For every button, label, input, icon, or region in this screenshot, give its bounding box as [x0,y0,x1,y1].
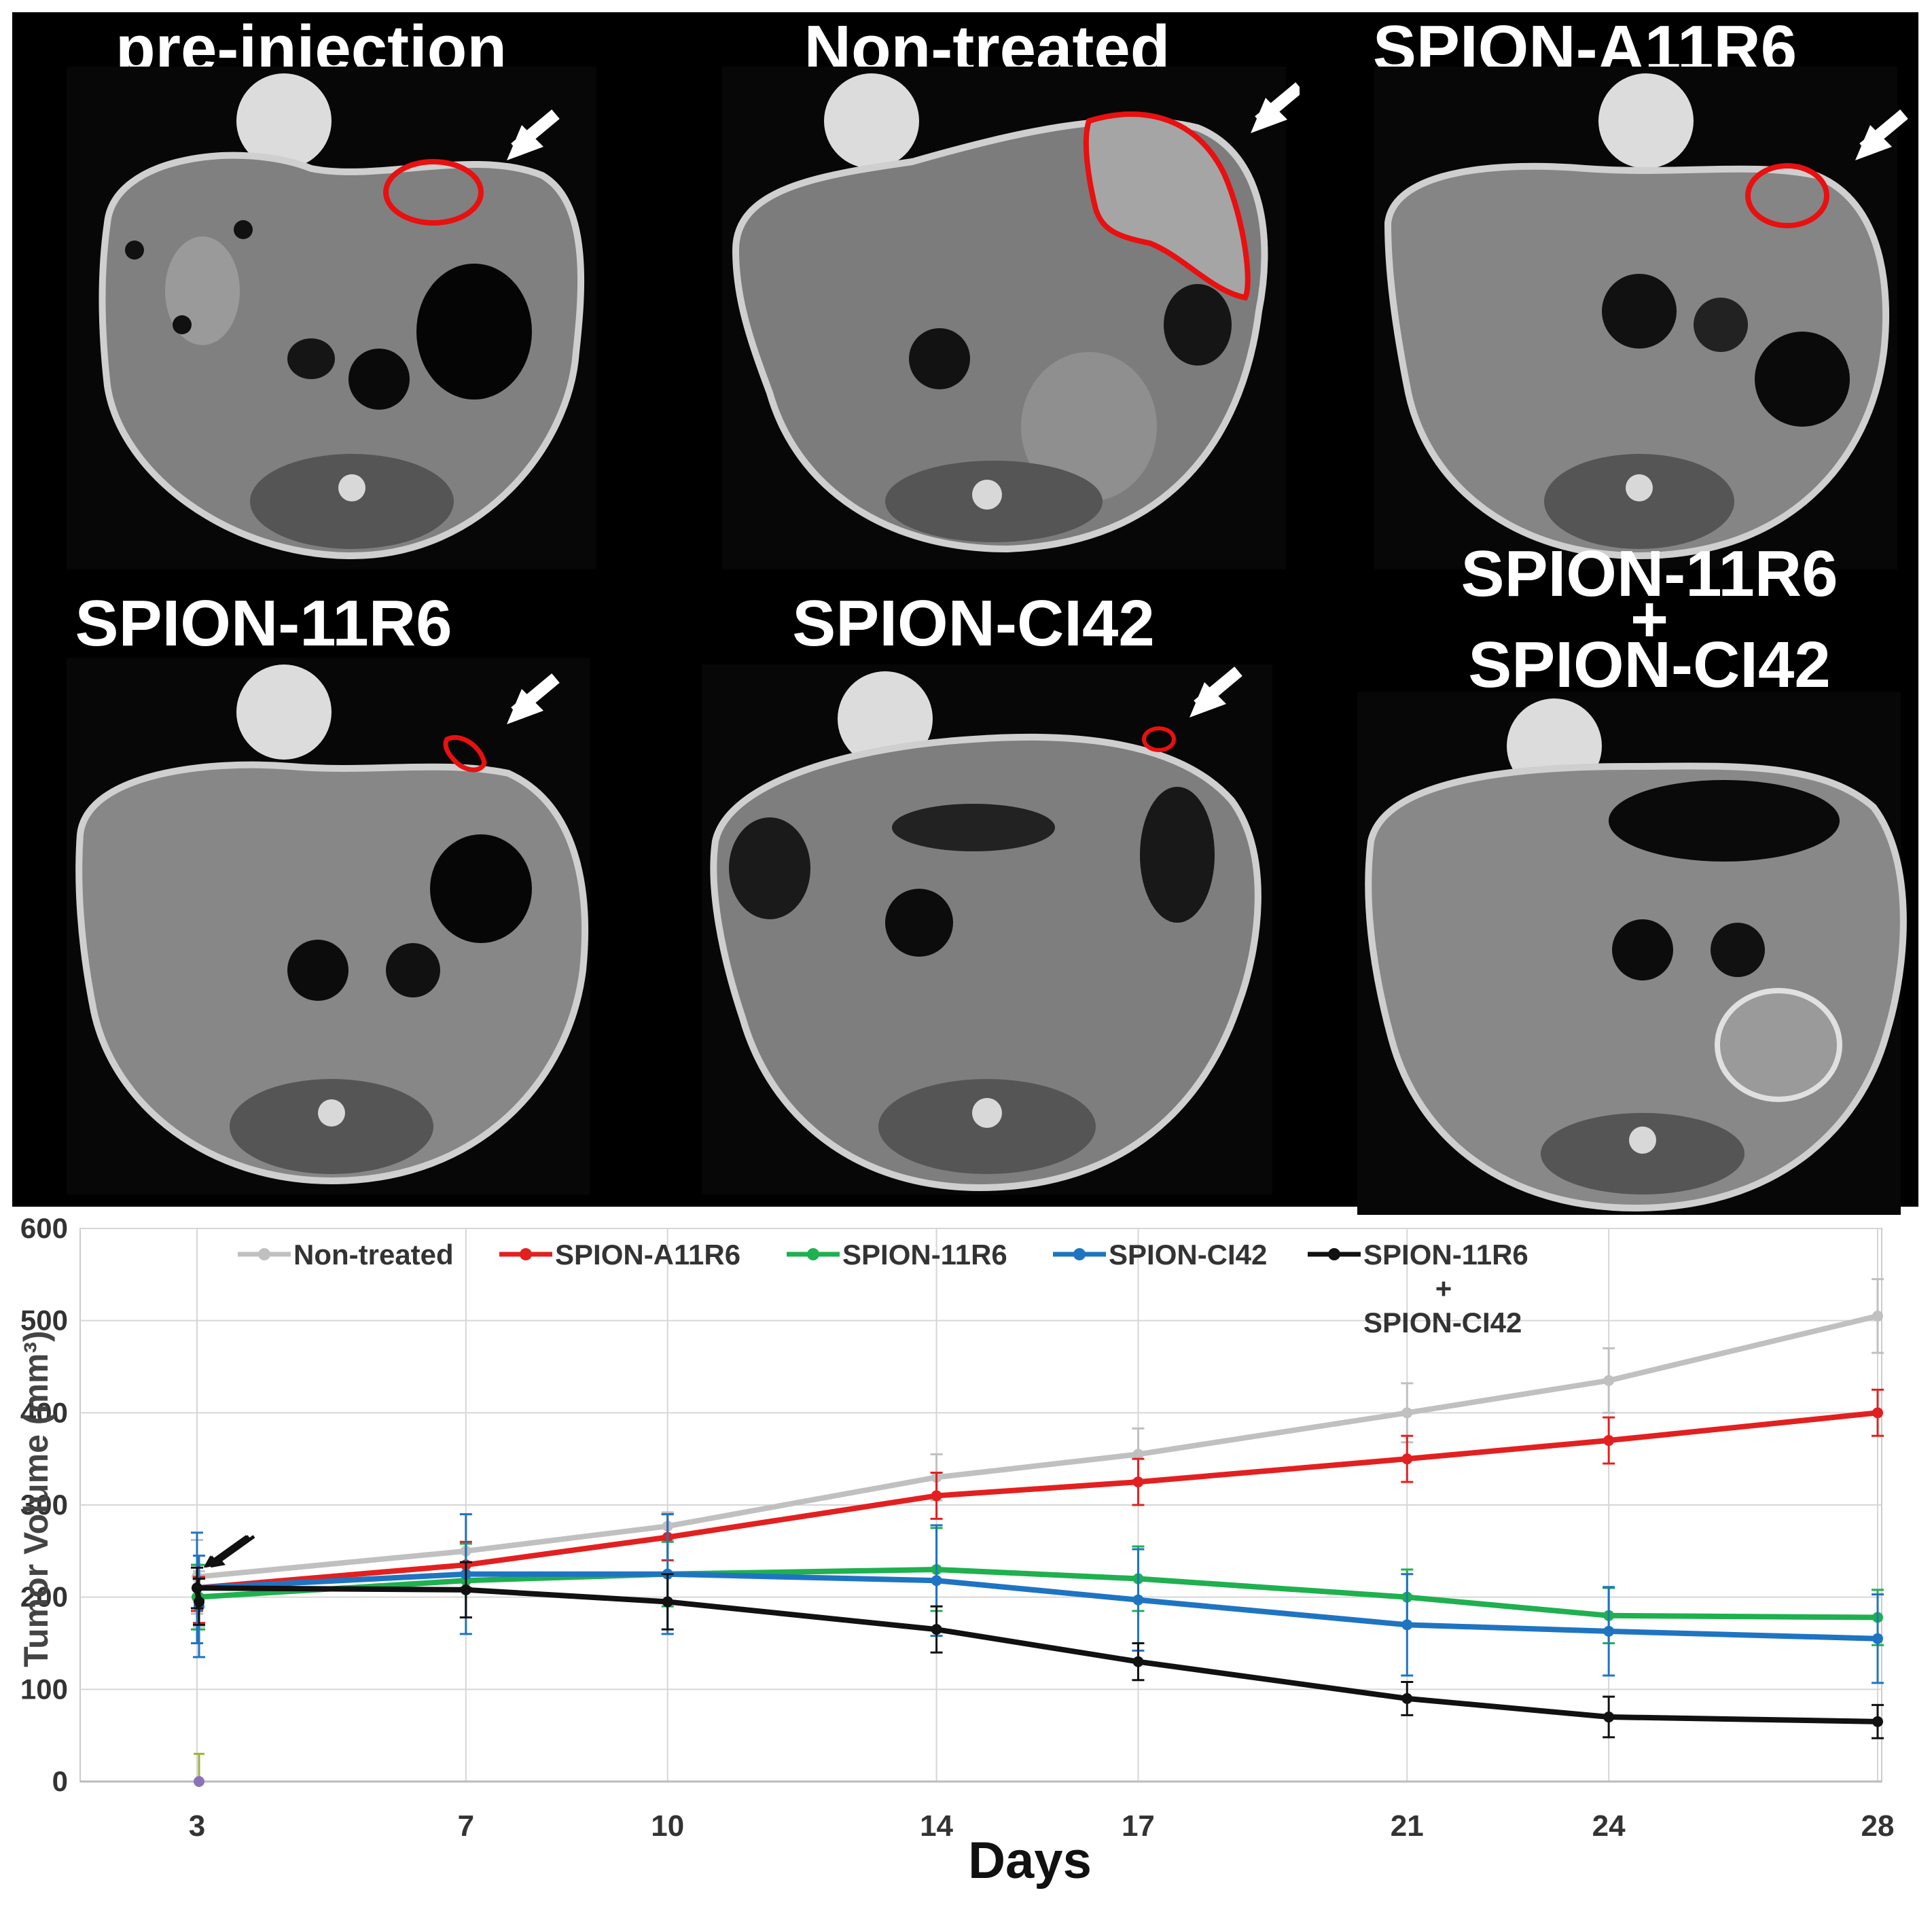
x-tick-label: 14 [920,1809,953,1843]
mri-panel-pre-injection: pre-injection [53,12,610,576]
y-tick-label: 600 [20,1212,68,1244]
y-tick-label: 200 [20,1581,68,1613]
data-point [194,1596,204,1608]
legend-label-0: Non-treated [293,1239,454,1271]
mri-label-spion-11r6: SPION-11R6 [75,587,452,660]
tumor-outline [443,734,487,773]
data-point [460,1584,471,1595]
data-point [1132,1656,1144,1667]
mri-scan-non-treated [722,67,1300,569]
tumor-volume-chart: 0 100 200 300 400 500 600 3 7 10 14 17 21 24 28 Non-tr… [0,1207,1932,1911]
data-point [194,1776,204,1787]
mri-label-combination: SPION-11R6 + SPION-CI42 [1344,537,1932,701]
mri-panel-spion-11r6: SPION-11R6 [60,576,617,1201]
legend-label-1: SPION-A11R6 [555,1239,740,1271]
tumor-outline [383,159,484,226]
x-tick-label: 24 [1592,1809,1626,1843]
series-layer [191,1278,1884,1787]
legend-marker-1 [520,1248,532,1260]
data-point [931,1624,942,1635]
x-tick-label: 10 [651,1809,684,1843]
x-tick-label: 28 [1861,1809,1895,1843]
x-tick-label: 3 [189,1809,205,1843]
mri-panel-non-treated: Non-treated [709,12,1300,576]
mri-panel-spion-a11r6: SPION-A11R6 [1367,12,1911,576]
reference-marker [1598,73,1694,169]
chart-legend: Non-treated SPION-A11R6 SPION-11R6 SPION-CI… [238,1239,1528,1339]
reference-marker [824,73,919,169]
legend-label-4-line-0: SPION-11R6 [1363,1239,1528,1271]
legend-label-2: SPION-11R6 [842,1239,1007,1271]
x-axis-label: Days [968,1832,1092,1890]
data-point [1603,1375,1615,1386]
y-tick-label: 400 [20,1396,68,1428]
injection-arrow-head [205,1555,220,1568]
legend-label-3: SPION-CI42 [1109,1239,1267,1271]
axis-layer: 0 100 200 300 400 500 600 3 7 10 14 17 21 24 28 [20,1212,1895,1843]
legend-marker-0 [258,1248,270,1260]
data-point [931,1575,942,1587]
data-point [1872,1310,1883,1322]
data-point [1401,1693,1413,1704]
legend-label-4-line-1: + [1435,1273,1452,1305]
legend-marker-2 [807,1248,819,1260]
y-tick-label: 300 [20,1489,68,1521]
mri-panel-combination: SPION-11R6 + SPION-CI42 [1344,542,1914,1215]
legend-marker-3 [1073,1248,1086,1260]
data-point [662,1596,673,1608]
data-point [1603,1625,1615,1637]
mri-scan-spion-11r6 [67,658,590,1194]
injection-arrows [203,1535,255,1568]
legend-label-4-line-2: SPION-CI42 [1363,1307,1522,1339]
injection-arrow-icon [215,1535,255,1565]
reference-marker [236,73,332,169]
injection-arrow-icon [209,1535,250,1565]
data-point [1132,1594,1144,1606]
y-tick-label: 100 [20,1673,68,1705]
mri-scan-spion-ci42 [702,664,1272,1194]
data-point [1132,1476,1144,1488]
mri-label-combination-line-3: SPION-CI42 [1468,628,1831,701]
x-tick-label: 21 [1391,1809,1424,1843]
data-point [1132,1449,1144,1460]
reference-marker [236,664,332,760]
data-point [1401,1619,1413,1631]
x-tick-label: 7 [458,1809,474,1843]
tumor-outline [1083,111,1251,301]
tumor-outline [1142,726,1176,752]
y-axis-label: Tumor Volume (mm³) [17,1330,55,1667]
data-point [931,1490,942,1502]
data-point [192,1582,202,1594]
legend-marker-4 [1328,1248,1340,1260]
y-tick-label: 500 [20,1305,68,1336]
data-point [1603,1712,1615,1723]
series-line-0 [194,1313,1878,1599]
tumor-outline [1745,163,1829,228]
series-line-4 [194,1585,1878,1724]
data-point [1401,1407,1413,1419]
mri-scan-combination [1357,692,1907,1215]
chart-svg: 0 100 200 300 400 500 600 3 7 10 14 17 21 24 28 Non-tr… [17,1212,1895,1890]
mri-image-grid: pre-injection Non-treated [12,12,1918,1215]
y-tick-label: 0 [52,1765,68,1797]
x-tick-label: 17 [1122,1809,1155,1843]
mri-label-combination-line-1: SPION-11R6 [1461,537,1838,610]
mri-panel-spion-ci42: SPION-CI42 [688,576,1286,1201]
data-point [1603,1435,1615,1447]
data-point [1872,1407,1883,1419]
data-point [1401,1453,1413,1465]
data-point [1872,1716,1883,1727]
mri-scan-spion-a11r6 [1374,67,1908,569]
mri-scan-pre-injection [67,67,596,569]
data-point [1872,1633,1883,1644]
grid-layer [79,1228,1882,1782]
mri-label-spion-ci42: SPION-CI42 [792,587,1155,660]
